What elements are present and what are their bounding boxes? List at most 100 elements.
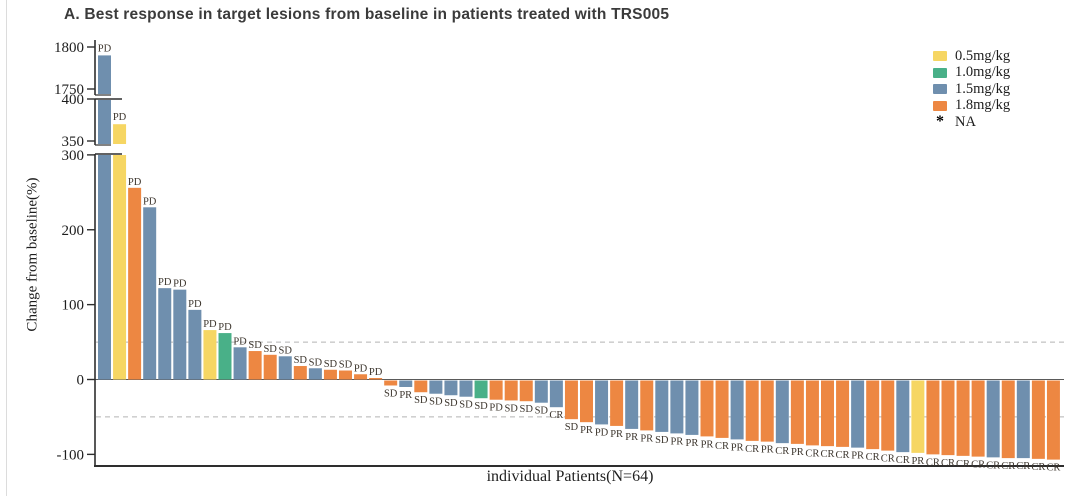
bar[interactable] bbox=[354, 374, 368, 380]
bar[interactable] bbox=[323, 369, 337, 380]
bar[interactable] bbox=[640, 380, 654, 431]
bar-response-label: CR bbox=[1001, 461, 1015, 472]
bar-response-label: CR bbox=[971, 460, 985, 471]
bar-response-label: CR bbox=[941, 458, 955, 469]
bar[interactable] bbox=[700, 380, 714, 437]
bar-response-label: PD bbox=[203, 319, 217, 330]
bar[interactable] bbox=[760, 380, 774, 442]
bar[interactable] bbox=[775, 380, 789, 444]
bar-response-label: SD bbox=[279, 345, 293, 356]
bar[interactable] bbox=[504, 380, 518, 401]
bar[interactable] bbox=[113, 124, 127, 144]
bar[interactable] bbox=[444, 380, 458, 396]
bar[interactable] bbox=[625, 380, 639, 429]
bar[interactable] bbox=[836, 380, 850, 447]
bar[interactable] bbox=[745, 380, 759, 441]
bar-response-label: PD bbox=[158, 277, 172, 288]
bar-response-label: CR bbox=[1031, 462, 1045, 473]
legend-item: 1.0mg/kg bbox=[933, 64, 1010, 82]
bar-response-label: PD bbox=[143, 196, 157, 207]
bar[interactable] bbox=[971, 380, 985, 457]
bar-response-label: SD bbox=[520, 404, 534, 415]
bar[interactable] bbox=[1031, 380, 1045, 459]
bar[interactable] bbox=[595, 380, 609, 425]
bar[interactable] bbox=[429, 380, 443, 394]
bar[interactable] bbox=[685, 380, 699, 435]
figure-edge-line bbox=[6, 0, 7, 496]
y-tick-label: 100 bbox=[62, 298, 85, 314]
bar[interactable] bbox=[1046, 380, 1060, 460]
legend-item-label: 1.5mg/kg bbox=[955, 80, 1011, 97]
bar[interactable] bbox=[474, 380, 488, 399]
bar-response-label: CR bbox=[866, 452, 880, 463]
bar-response-label: SD bbox=[339, 360, 353, 371]
bar[interactable] bbox=[941, 380, 955, 456]
bar[interactable] bbox=[113, 155, 127, 380]
bar[interactable] bbox=[610, 380, 624, 426]
bar-response-label: CR bbox=[745, 444, 759, 455]
bar-response-label: PR bbox=[580, 425, 593, 436]
bar-response-label: SD bbox=[444, 398, 458, 409]
bar[interactable] bbox=[1001, 380, 1015, 459]
bar[interactable] bbox=[369, 378, 383, 380]
bar[interactable] bbox=[233, 347, 247, 380]
bar[interactable] bbox=[564, 380, 578, 420]
bar-response-label: PD bbox=[173, 279, 187, 290]
bar[interactable] bbox=[98, 55, 111, 94]
bar[interactable] bbox=[143, 207, 157, 380]
bar[interactable] bbox=[866, 380, 880, 450]
bar[interactable] bbox=[580, 380, 593, 423]
bar-response-label: CR bbox=[881, 454, 895, 465]
bar[interactable] bbox=[821, 380, 834, 447]
bar-response-label: SD bbox=[324, 359, 338, 370]
bar[interactable] bbox=[459, 380, 473, 397]
bar[interactable] bbox=[1016, 380, 1030, 459]
bar[interactable] bbox=[730, 380, 744, 440]
chart-title: A. Best response in target lesions from … bbox=[64, 6, 670, 23]
bar[interactable] bbox=[98, 155, 111, 380]
bar[interactable] bbox=[188, 309, 202, 380]
legend-item-label: NA bbox=[955, 113, 976, 130]
legend-item: * NA bbox=[933, 114, 1010, 131]
bar[interactable] bbox=[158, 288, 172, 380]
bar-response-label: CR bbox=[1046, 463, 1060, 474]
bar[interactable] bbox=[715, 380, 729, 438]
bar[interactable] bbox=[308, 368, 322, 380]
bar[interactable] bbox=[98, 100, 111, 144]
bar[interactable] bbox=[670, 380, 684, 434]
bar[interactable] bbox=[489, 380, 503, 400]
legend-item: 0.5mg/kg bbox=[933, 48, 1010, 65]
y-tick-label: 350 bbox=[62, 134, 85, 150]
bar-response-label: PR bbox=[761, 445, 774, 456]
bar[interactable] bbox=[790, 380, 804, 444]
x-axis-label: individual Patients(N=64) bbox=[486, 468, 654, 485]
bar[interactable] bbox=[203, 330, 217, 380]
bar[interactable] bbox=[519, 380, 533, 402]
bar[interactable] bbox=[248, 351, 262, 380]
bar-response-label: PR bbox=[686, 438, 699, 449]
bar[interactable] bbox=[896, 380, 910, 453]
bar[interactable] bbox=[851, 380, 865, 448]
bar[interactable] bbox=[986, 380, 1000, 458]
bar[interactable] bbox=[414, 380, 428, 393]
bar[interactable] bbox=[805, 380, 819, 446]
bar[interactable] bbox=[128, 187, 142, 380]
bar[interactable] bbox=[339, 370, 352, 380]
bar-response-label: PR bbox=[670, 436, 683, 447]
bar[interactable] bbox=[926, 380, 940, 455]
bar[interactable] bbox=[549, 380, 563, 408]
bar[interactable] bbox=[218, 333, 232, 380]
bar[interactable] bbox=[534, 380, 548, 403]
bar[interactable] bbox=[399, 380, 413, 387]
bar[interactable] bbox=[956, 380, 970, 456]
bar[interactable] bbox=[911, 380, 925, 453]
bar[interactable] bbox=[278, 356, 292, 380]
bar[interactable] bbox=[263, 354, 277, 380]
bar[interactable] bbox=[293, 366, 307, 380]
bar[interactable] bbox=[655, 380, 669, 432]
bar[interactable] bbox=[384, 380, 398, 386]
bar[interactable] bbox=[881, 380, 895, 451]
bar[interactable] bbox=[173, 289, 187, 380]
y-tick-label: 300 bbox=[62, 148, 85, 164]
